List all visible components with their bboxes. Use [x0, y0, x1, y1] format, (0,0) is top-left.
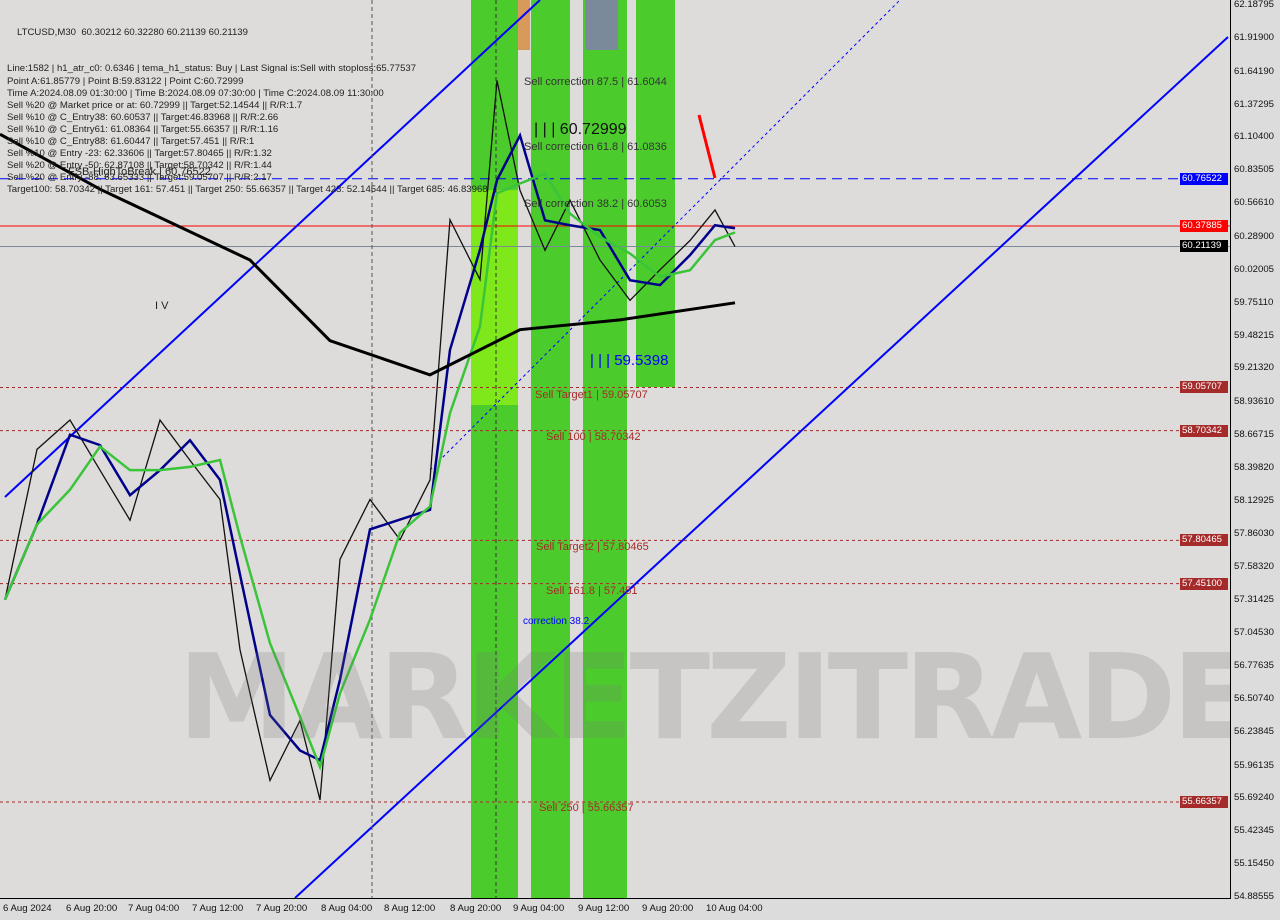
watermark: MARKETZITRADE — [178, 628, 1231, 766]
info-line: Sell %20 @ Entry -50: 62.87108 || Target… — [7, 160, 272, 172]
ma-fast-line — [3, 132, 736, 763]
x-tick-label: 8 Aug 20:00 — [450, 903, 502, 914]
info-line: Line:1582 | h1_atr_c0: 0.6346 | tema_h1_… — [7, 63, 417, 75]
channel-upper-line — [4, 0, 541, 498]
y-tick-label: 60.02005 — [1234, 263, 1275, 275]
x-tick-label: 7 Aug 12:00 — [192, 903, 244, 914]
signal-zone — [585, 0, 618, 50]
point-b-label: | | | 59.5398 — [590, 352, 669, 369]
sell-1618-label: Sell 161.8 | 57.451 — [546, 585, 638, 597]
signal-zone — [583, 0, 627, 898]
price-tag: 55.66357 — [1180, 795, 1228, 808]
y-tick-label: 57.58320 — [1234, 561, 1275, 573]
y-tick-label: 56.77635 — [1234, 660, 1275, 672]
y-tick-label: 58.39820 — [1234, 461, 1275, 473]
y-tick-label: 62.18795 — [1234, 0, 1275, 10]
fsb-label: FSB-HighToBreak | 60.76522 — [68, 166, 211, 178]
x-tick-label: 9 Aug 20:00 — [642, 903, 694, 914]
point-c-label: | | | 60.72999 — [534, 121, 627, 138]
buy-correction-label: correction 38.2 — [523, 616, 590, 627]
x-tick-label: 7 Aug 20:00 — [256, 903, 308, 914]
abc-leg-line — [697, 114, 717, 179]
y-tick-label: 55.69240 — [1234, 792, 1275, 804]
info-line: Target100: 58.70342 || Target 161: 57.45… — [7, 184, 488, 196]
info-line: Sell %10 @ C_Entry38: 60.60537 || Target… — [7, 111, 279, 123]
correction-618-label: Sell correction 61.8 | 61.0836 — [524, 141, 667, 153]
x-tick-label: 8 Aug 04:00 — [321, 903, 373, 914]
price-tag: 59.05707 — [1180, 381, 1228, 394]
y-tick-label: 54.88555 — [1234, 891, 1275, 902]
x-tick-label: 9 Aug 12:00 — [578, 903, 630, 914]
info-line: Time A:2024.08.09 01:30:00 | Time B:2024… — [7, 87, 384, 99]
y-tick-label: 58.93610 — [1234, 396, 1275, 408]
y-tick-label: 57.04530 — [1234, 627, 1275, 639]
y-tick-label: 56.50740 — [1234, 692, 1275, 704]
y-tick-label: 61.37295 — [1234, 98, 1275, 110]
channel-lower-line — [294, 36, 1229, 898]
signal-zone — [636, 0, 675, 387]
x-tick-label: 10 Aug 04:00 — [706, 903, 763, 914]
y-tick-label: 58.66715 — [1234, 429, 1275, 441]
info-panel: LTCUSD,M30 60.30212 60.32280 60.21139 60… — [7, 3, 488, 221]
y-tick-label: 61.10400 — [1234, 131, 1275, 143]
green-zones — [471, 0, 675, 898]
info-line: Point A:61.85779 | Point B:59.83122 | Po… — [7, 75, 244, 87]
info-line: Sell %20 @ Market price or at: 60.72999 … — [7, 99, 303, 111]
correction-382-label: Sell correction 38.2 | 60.6053 — [524, 198, 667, 210]
sell-100-label: Sell 100 | 58.70342 — [546, 431, 641, 443]
info-line: Sell %20 @ Entry -88: 63.65333 || Target… — [7, 172, 272, 184]
x-tick-label: 7 Aug 04:00 — [128, 903, 180, 914]
price-tag: 60.37885 — [1180, 219, 1228, 232]
y-tick-label: 60.28900 — [1234, 230, 1275, 242]
y-tick-label: 61.64190 — [1234, 65, 1275, 77]
info-line: Sell %10 @ C_Entry61: 61.08364 || Target… — [7, 123, 279, 135]
y-tick-label: 59.75110 — [1234, 296, 1274, 308]
x-tick-label: 9 Aug 04:00 — [513, 903, 565, 914]
y-tick-label: 57.86030 — [1234, 527, 1275, 539]
target2-label: Sell Target2 | 57.80465 — [536, 541, 649, 553]
signal-zone — [531, 0, 570, 898]
y-tick-label: 56.23845 — [1234, 725, 1275, 737]
wave-label: I V — [155, 300, 169, 312]
y-tick-label: 57.31425 — [1234, 594, 1275, 606]
price-tag: 57.80465 — [1180, 534, 1228, 547]
info-line: Sell %10 @ Entry -23: 62.33606 || Target… — [7, 148, 272, 160]
y-tick-label: 61.91900 — [1234, 31, 1275, 43]
correction-875-label: Sell correction 87.5 | 61.6044 — [524, 76, 667, 88]
x-tick-label: 8 Aug 12:00 — [384, 903, 436, 914]
sell-250-label: Sell 250 | 55.66357 — [539, 802, 634, 814]
ma-mid-line — [3, 172, 736, 771]
y-tick-label: 59.21320 — [1234, 362, 1275, 374]
y-tick-label: 55.96135 — [1234, 759, 1275, 771]
y-tick-label: 55.15450 — [1234, 858, 1275, 870]
signal-zone — [518, 0, 530, 50]
y-tick-label: 60.56610 — [1234, 197, 1275, 209]
signal-zone — [471, 0, 518, 898]
y-tick-label: 55.42345 — [1234, 825, 1275, 837]
x-tick-label: 6 Aug 20:00 — [66, 903, 118, 914]
symbol-title: LTCUSD,M30 60.30212 60.32280 60.21139 60… — [17, 27, 248, 39]
chart-svg — [0, 0, 1230, 898]
y-tick-label: 60.83505 — [1234, 164, 1275, 176]
price-tag: 60.76522 — [1180, 172, 1228, 185]
trend-dotted-line — [429, 0, 901, 471]
y-tick-label: 59.48215 — [1234, 329, 1275, 341]
ma-slow-line — [0, 132, 736, 377]
price-tag: 58.70342 — [1180, 424, 1228, 437]
price-tag: 60.21139 — [1180, 240, 1228, 253]
info-line: Sell %10 @ C_Entry88: 61.60447 || Target… — [7, 136, 255, 148]
x-tick-label: 6 Aug 2024 — [3, 903, 52, 914]
y-tick-label: 58.12925 — [1234, 494, 1275, 506]
chart-plot-area[interactable]: MARKETZITRADE LTCUSD,M30 60.30212 60.322… — [0, 0, 1231, 899]
target1-label: Sell Target1 | 59.05707 — [535, 389, 648, 401]
price-tag: 57.45100 — [1180, 577, 1228, 590]
